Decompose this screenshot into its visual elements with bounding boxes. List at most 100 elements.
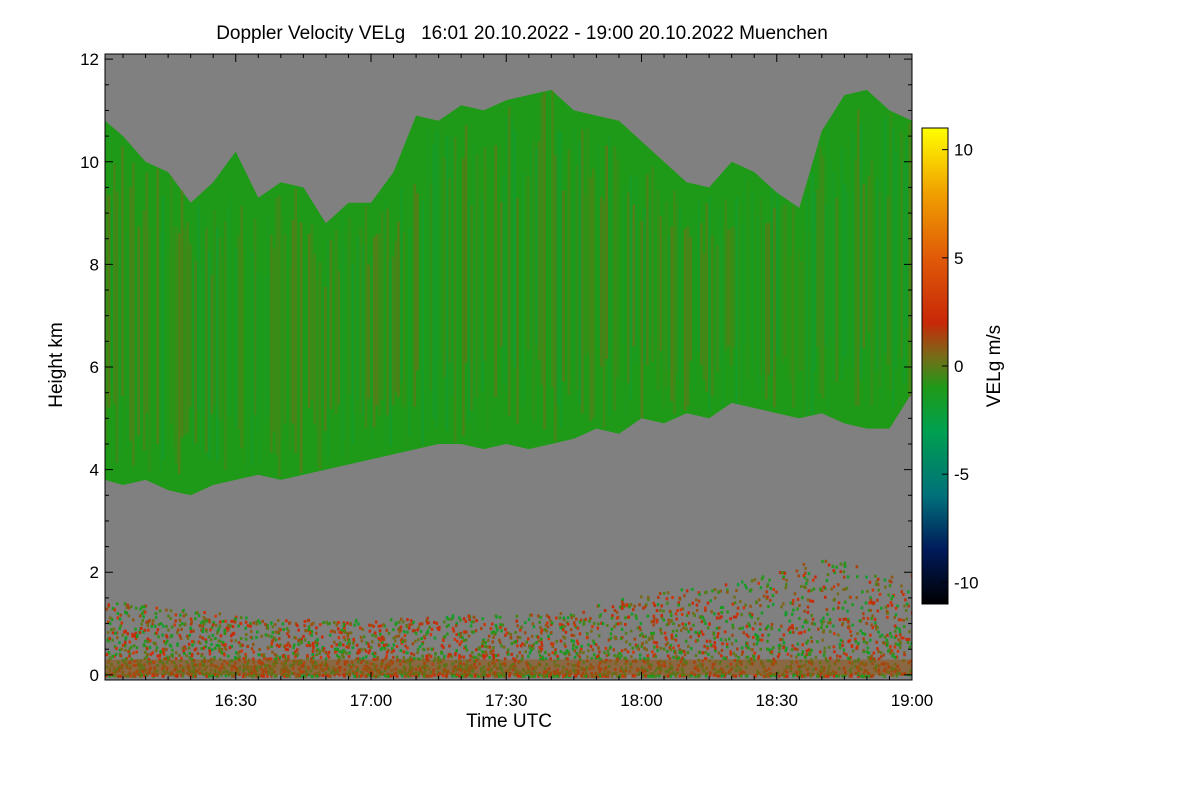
echo-pixel: [142, 615, 145, 619]
cloud-streak: [816, 189, 819, 347]
echo-pixel: [877, 650, 880, 654]
echo-pixel: [547, 615, 551, 619]
echo-pixel: [345, 645, 348, 649]
cloud-streak: [148, 228, 151, 473]
echo-pixel: [829, 656, 832, 660]
echo-pixel: [902, 636, 905, 640]
echo-pixel: [720, 615, 723, 619]
echo-pixel: [271, 650, 274, 654]
echo-pixel: [551, 651, 555, 655]
echo-pixel: [868, 674, 871, 678]
echo-pixel: [165, 608, 168, 612]
echo-pixel: [750, 657, 753, 661]
cloud-streak: [280, 214, 284, 439]
echo-pixel: [855, 565, 859, 569]
echo-pixel: [316, 638, 319, 642]
cloud-streak: [313, 253, 316, 425]
echo-pixel: [327, 674, 330, 678]
echo-pixel: [266, 645, 270, 649]
echo-pixel: [304, 638, 307, 642]
echo-pixel: [792, 630, 795, 634]
echo-pixel: [333, 640, 336, 644]
echo-pixel: [523, 631, 527, 635]
echo-pixel: [630, 655, 633, 659]
echo-pixel: [596, 626, 600, 630]
echo-pixel: [299, 674, 303, 678]
echo-pixel: [464, 638, 468, 642]
echo-pixel: [398, 620, 401, 624]
echo-pixel: [631, 674, 635, 678]
echo-pixel: [209, 628, 212, 632]
echo-pixel: [547, 634, 550, 638]
echo-pixel: [532, 643, 535, 647]
echo-pixel: [862, 637, 865, 641]
echo-pixel: [342, 622, 346, 626]
cloud-streak: [432, 144, 435, 419]
echo-pixel: [377, 624, 381, 628]
cloud-streak: [418, 188, 422, 427]
echo-pixel: [303, 620, 307, 623]
echo-pixel: [635, 616, 638, 620]
cloud-streak: [486, 164, 489, 434]
echo-pixel: [230, 644, 234, 648]
echo-pixel: [671, 629, 675, 633]
echo-pixel: [396, 674, 399, 678]
echo-pixel: [451, 616, 455, 620]
cloud-streak: [894, 150, 898, 372]
cloud-streak: [245, 227, 249, 477]
cloud-streak: [873, 164, 876, 355]
echo-pixel: [883, 635, 887, 639]
cloud-streak: [213, 210, 216, 407]
echo-pixel: [755, 600, 758, 604]
echo-pixel: [437, 628, 441, 632]
echo-pixel: [282, 628, 285, 631]
echo-pixel: [713, 636, 716, 640]
echo-pixel: [298, 674, 301, 678]
cloud-streak: [334, 230, 338, 415]
echo-pixel: [302, 634, 305, 638]
echo-pixel: [459, 634, 463, 638]
echo-pixel: [896, 642, 899, 646]
cloud-streak: [794, 216, 798, 364]
cloud-streak: [316, 279, 319, 466]
cloud-streak: [191, 261, 195, 445]
echo-pixel: [652, 631, 655, 635]
echo-pixel: [458, 656, 461, 660]
echo-pixel: [256, 630, 259, 634]
cloud-streak: [664, 201, 668, 387]
echo-pixel: [735, 589, 738, 592]
echo-pixel: [778, 571, 782, 575]
echo-pixel: [865, 575, 868, 579]
echo-pixel: [347, 645, 350, 649]
echo-pixel: [454, 652, 457, 655]
echo-pixel: [262, 654, 266, 658]
echo-pixel: [745, 644, 748, 648]
echo-pixel: [488, 656, 491, 659]
echo-pixel: [733, 601, 737, 605]
echo-pixel: [322, 649, 325, 653]
echo-pixel: [847, 640, 850, 644]
echo-pixel: [722, 656, 725, 660]
echo-pixel: [826, 674, 830, 678]
echo-pixel: [469, 654, 472, 658]
echo-pixel: [756, 617, 760, 621]
echo-pixel: [343, 638, 347, 642]
echo-pixel: [426, 630, 429, 634]
echo-pixel: [163, 657, 166, 661]
echo-pixel: [752, 654, 755, 658]
cloud-streak: [288, 266, 292, 451]
echo-pixel: [131, 632, 134, 636]
echo-pixel: [369, 646, 373, 649]
echo-pixel: [765, 590, 768, 594]
echo-pixel: [791, 623, 794, 627]
echo-pixel: [676, 609, 679, 612]
echo-pixel: [300, 640, 303, 644]
echo-pixel: [687, 621, 691, 625]
cloud-streak: [294, 189, 297, 454]
y-tick-label: 4: [90, 461, 99, 480]
echo-pixel: [174, 657, 178, 661]
echo-pixel: [632, 608, 635, 612]
echo-pixel: [824, 595, 827, 599]
echo-pixel: [819, 650, 822, 654]
echo-pixel: [782, 646, 785, 650]
